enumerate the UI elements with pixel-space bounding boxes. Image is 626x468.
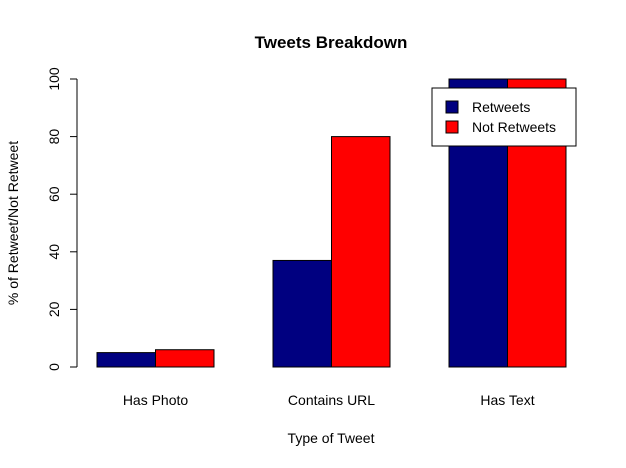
chart-title: Tweets Breakdown	[255, 33, 408, 52]
legend-box	[431, 87, 577, 147]
y-tick-label: 0	[46, 363, 62, 371]
x-tick-labels: Has Photo Contains URL Has Text	[123, 392, 535, 408]
bar-not-retweets-has-photo	[155, 349, 215, 368]
y-tick-label: 60	[46, 186, 62, 202]
bar-retweets-contains-url	[272, 259, 332, 368]
y-tick-label: 40	[46, 244, 62, 260]
legend-swatch	[445, 100, 459, 114]
y-axis-label: % of Retweet/Not Retweet	[5, 141, 21, 305]
legend-label: Retweets	[472, 99, 530, 115]
y-axis: 0 20 40 60 80 100	[46, 67, 78, 371]
legend-label: Not Retweets	[472, 119, 556, 135]
x-tick-label: Contains URL	[288, 392, 375, 408]
y-tick-label: 20	[46, 301, 62, 317]
y-tick-label: 100	[46, 67, 62, 91]
legend: Retweets Not Retweets	[431, 87, 577, 147]
x-tick-label: Has Photo	[123, 392, 189, 408]
x-axis-label: Type of Tweet	[288, 430, 375, 446]
bar-not-retweets-contains-url	[331, 136, 391, 368]
legend-swatch	[445, 120, 459, 134]
y-tick-label: 80	[46, 129, 62, 145]
x-tick-label: Has Text	[480, 392, 534, 408]
bar-retweets-has-photo	[96, 352, 156, 368]
